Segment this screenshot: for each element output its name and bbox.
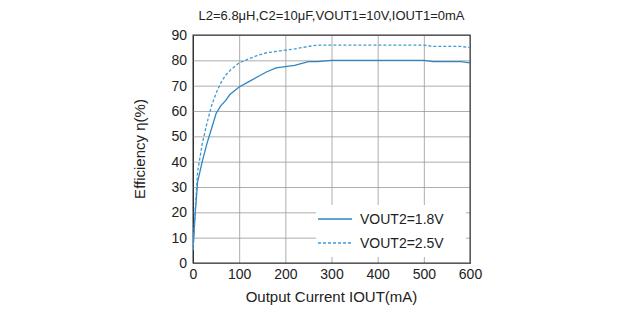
x-axis-title: Output Current IOUT(mA): [246, 288, 418, 305]
y-tick: 40: [171, 154, 470, 170]
x-tick-label: 0: [190, 266, 198, 282]
y-axis: 0 10 20 30 40 50 60 70 80 90: [171, 27, 470, 271]
plot-frame: [193, 35, 470, 263]
y-grid-line: [193, 111, 470, 112]
y-tick: 30: [171, 179, 470, 195]
chart: 0 100 200 300 400 500 600 0 10 20 30 40 50 60 70 80 90 VO…: [0, 0, 624, 312]
y-tick-label: 60: [171, 103, 187, 119]
y-tick: 70: [171, 78, 470, 94]
x-tick-label: 100: [228, 266, 252, 282]
x-tick-label: 400: [366, 266, 390, 282]
x-tick: 200: [274, 35, 298, 282]
series-line: [193, 45, 470, 250]
legend-swatch: [318, 218, 352, 219]
title: L2=6.8μH,C2=10μF,VOUT1=10V,IOUT1=0mA: [199, 8, 465, 23]
x-grid-line: [285, 35, 286, 263]
x-tick-label: 600: [459, 266, 483, 282]
y-tick-label: 20: [171, 204, 187, 220]
y-axis-line: [194, 36, 471, 264]
y-tick-label: 10: [171, 230, 187, 246]
x-axis: 0 100 200 300 400 500 600: [190, 35, 483, 282]
legend: VOUT2=1.8V VOUT2=2.5V: [316, 205, 466, 257]
x-grid-line: [239, 35, 240, 263]
x-tick-label: 200: [274, 266, 298, 282]
y-axis-title: Efficiency η(%): [131, 99, 148, 199]
y-grid-line: [193, 162, 470, 163]
y-tick: 60: [171, 103, 470, 119]
y-tick-label: 90: [171, 27, 187, 43]
y-tick-label: 40: [171, 154, 187, 170]
x-tick-label: 500: [413, 266, 437, 282]
y-grid-line: [193, 86, 470, 87]
y-tick-label: 0: [179, 255, 187, 271]
x-tick: 100: [228, 35, 252, 282]
y-grid-line: [193, 136, 470, 137]
legend-swatch: [318, 242, 352, 243]
legend-background: [316, 205, 466, 257]
y-tick: 50: [171, 128, 470, 144]
y-tick-label: 70: [171, 78, 187, 94]
lines: [193, 45, 470, 250]
y-tick-label: 30: [171, 179, 187, 195]
legend-label: VOUT2=1.8V: [360, 211, 444, 227]
y-tick-label: 80: [171, 52, 187, 68]
y-grid-line: [193, 187, 470, 188]
plot: 0 100 200 300 400 500 600 0 10 20 30 40 50 60 70 80 90 VO…: [171, 27, 482, 282]
x-tick-label: 300: [320, 266, 344, 282]
x-axis-line: [194, 35, 471, 264]
legend-label: VOUT2=2.5V: [360, 235, 444, 251]
y-tick-label: 50: [171, 128, 187, 144]
